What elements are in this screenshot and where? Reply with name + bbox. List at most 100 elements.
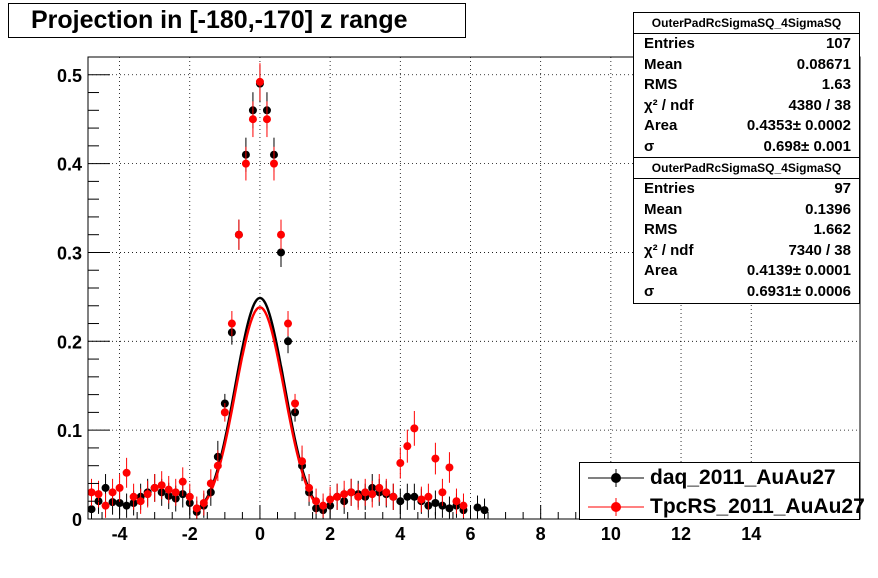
y-tick-label: 0.2 bbox=[57, 332, 82, 352]
data-point-tpcrs bbox=[298, 457, 307, 466]
x-tick-label: -4 bbox=[112, 524, 128, 544]
data-point-tpcrs bbox=[382, 488, 391, 497]
x-tick-label: 14 bbox=[741, 524, 761, 544]
data-point-tpcrs bbox=[438, 488, 447, 497]
data-point-tpcrs bbox=[403, 442, 412, 451]
data-point-tpcrs bbox=[234, 230, 243, 239]
data-point-tpcrs bbox=[277, 230, 285, 239]
stats-key: Entries bbox=[644, 35, 695, 52]
stats-key: χ² / ndf bbox=[644, 241, 694, 259]
data-point-daq bbox=[101, 483, 110, 492]
stats-value: 107 bbox=[825, 35, 851, 52]
data-point-daq bbox=[431, 499, 440, 508]
data-point-tpcrs bbox=[185, 492, 194, 501]
x-tick-label: 12 bbox=[671, 524, 691, 544]
stats-key: Area bbox=[644, 262, 678, 280]
data-point-tpcrs bbox=[122, 468, 131, 477]
data-point-tpcrs bbox=[157, 481, 166, 490]
data-series bbox=[87, 63, 489, 519]
data-point-tpcrs bbox=[269, 159, 278, 168]
data-point-tpcrs bbox=[87, 488, 96, 497]
stats-box-name: OuterPadRcSigmaSQ_4SigmaSQ bbox=[634, 158, 859, 179]
data-point-tpcrs bbox=[375, 483, 384, 492]
stats-value: 1.63 bbox=[821, 76, 851, 94]
data-point-tpcrs bbox=[94, 490, 103, 499]
legend-marker-black bbox=[588, 469, 644, 487]
stats-key: χ² / ndf bbox=[644, 96, 694, 114]
stats-row: σ 0.6931± 0.0006 bbox=[634, 282, 859, 303]
data-point-tpcrs bbox=[220, 408, 229, 417]
data-point-tpcrs bbox=[213, 461, 222, 470]
data-point-tpcrs bbox=[368, 490, 377, 499]
data-point-tpcrs bbox=[255, 77, 264, 86]
stats-key: Mean bbox=[644, 200, 683, 218]
x-tick-label: 6 bbox=[465, 524, 475, 544]
stats-row: Entries 107 bbox=[634, 34, 859, 55]
stats-row: σ 0.698± 0.001 bbox=[634, 137, 859, 158]
data-point-tpcrs bbox=[445, 463, 454, 472]
data-point-tpcrs bbox=[143, 490, 152, 499]
data-point-tpcrs bbox=[424, 492, 433, 501]
data-point-tpcrs bbox=[389, 492, 398, 501]
stats-value: 0.4353± 0.0002 bbox=[746, 117, 851, 135]
x-tick-label: -2 bbox=[182, 524, 198, 544]
data-point-tpcrs bbox=[305, 483, 314, 492]
data-point-tpcrs bbox=[115, 483, 124, 492]
y-tick-label: 0.4 bbox=[57, 155, 82, 175]
stats-key: Entries bbox=[644, 180, 695, 197]
data-point-tpcrs bbox=[354, 492, 363, 501]
data-point-daq bbox=[473, 503, 482, 512]
data-point-daq bbox=[87, 505, 96, 514]
data-point-tpcrs bbox=[326, 495, 335, 504]
data-point-tpcrs bbox=[262, 115, 271, 124]
legend-marker-red bbox=[588, 498, 644, 516]
stats-key: RMS bbox=[644, 76, 678, 94]
data-point-tpcrs bbox=[333, 492, 342, 501]
data-point-daq bbox=[410, 492, 419, 501]
data-point-daq bbox=[403, 492, 412, 501]
data-point-tpcrs bbox=[452, 497, 461, 506]
data-point-daq bbox=[396, 497, 405, 506]
stats-value: 0.6931± 0.0006 bbox=[746, 282, 851, 300]
legend-label-tpcrs: TpcRS_2011_AuAu27 bbox=[650, 495, 865, 518]
stats-value: 0.698± 0.001 bbox=[763, 137, 851, 155]
stats-box: OuterPadRcSigmaSQ_4SigmaSQ Entries 97 Mean 0… bbox=[633, 157, 860, 304]
legend: daq_2011_AuAu27 TpcRS_2011_AuAu27 bbox=[579, 462, 865, 521]
data-point-tpcrs bbox=[150, 483, 159, 492]
data-point-tpcrs bbox=[171, 488, 180, 497]
stats-value: 97 bbox=[834, 180, 851, 197]
stats-key: Mean bbox=[644, 55, 683, 73]
data-point-tpcrs bbox=[206, 479, 215, 488]
stats-row: Area 0.4353± 0.0002 bbox=[634, 116, 859, 137]
stats-row: RMS 1.63 bbox=[634, 75, 859, 96]
legend-entry-daq: daq_2011_AuAu27 bbox=[580, 463, 859, 492]
y-tick-label: 0.5 bbox=[57, 66, 82, 86]
data-point-tpcrs bbox=[459, 501, 468, 510]
y-tick-label: 0 bbox=[72, 510, 82, 530]
data-point-daq bbox=[284, 337, 293, 346]
data-point-tpcrs bbox=[101, 501, 110, 510]
data-point-tpcrs bbox=[136, 497, 145, 506]
stats-box: OuterPadRcSigmaSQ_4SigmaSQ Entries 107 Mean… bbox=[633, 12, 860, 159]
stats-row: Area 0.4139± 0.0001 bbox=[634, 261, 859, 282]
x-tick-label: 8 bbox=[536, 524, 546, 544]
data-point-daq bbox=[480, 506, 489, 515]
stats-value: 0.08671 bbox=[796, 55, 851, 73]
stats-row: RMS 1.662 bbox=[634, 220, 859, 241]
data-point-daq bbox=[277, 248, 285, 257]
y-tick-label: 0.1 bbox=[57, 421, 82, 441]
data-point-tpcrs bbox=[164, 485, 173, 494]
axes: -4 -2 0 2 4 6 8 10 12 14 0 0.1 0.2 0.3 0.4 0.5 bbox=[57, 56, 861, 544]
plot-title: Projection in [-180,-170] z range bbox=[8, 3, 466, 38]
data-point-tpcrs bbox=[248, 115, 257, 124]
data-point-tpcrs bbox=[340, 490, 349, 499]
data-point-tpcrs bbox=[312, 497, 321, 506]
stats-value: 0.1396 bbox=[805, 200, 851, 218]
y-tick-label: 0.3 bbox=[57, 243, 82, 263]
data-point-tpcrs bbox=[319, 501, 328, 510]
legend-entry-tpcrs: TpcRS_2011_AuAu27 bbox=[580, 492, 865, 521]
data-point-tpcrs bbox=[178, 477, 187, 486]
stats-row: χ² / ndf 7340 / 38 bbox=[634, 241, 859, 262]
data-point-tpcrs bbox=[199, 499, 208, 508]
data-point-tpcrs bbox=[410, 424, 419, 433]
